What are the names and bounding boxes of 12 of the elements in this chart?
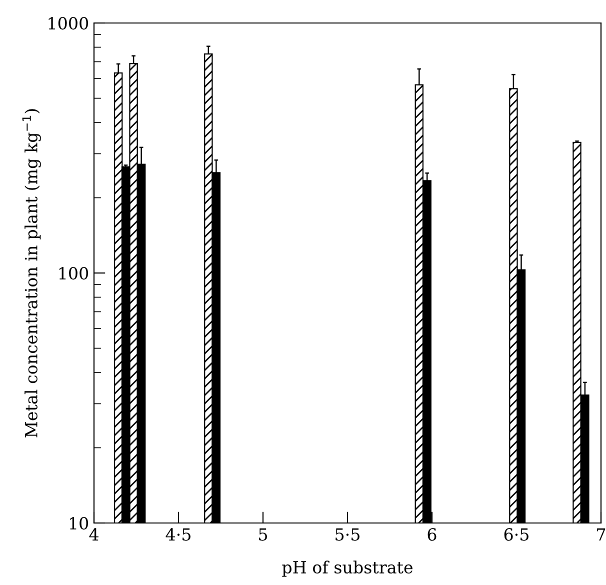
x-tick-label: 6 (428, 528, 436, 541)
x-tick-label: 4·5 (166, 528, 190, 541)
x-tick-label: 5 (259, 528, 268, 541)
x-tick-label: 4 (89, 528, 98, 541)
x-tick-label: 5·5 (336, 528, 360, 541)
x-tick-label: 7 (597, 528, 606, 541)
y-tick-label: 10 (70, 516, 88, 530)
x-axis-title: pH of substrate (282, 560, 413, 577)
x-tick-label: 6·5 (504, 528, 528, 541)
y-tick-label: 1000 (48, 16, 88, 30)
y-axis-title: Metal concentration in plant (mg kg$^{−1}$) (22, 109, 41, 438)
y-tick-label: 100 (59, 266, 88, 280)
